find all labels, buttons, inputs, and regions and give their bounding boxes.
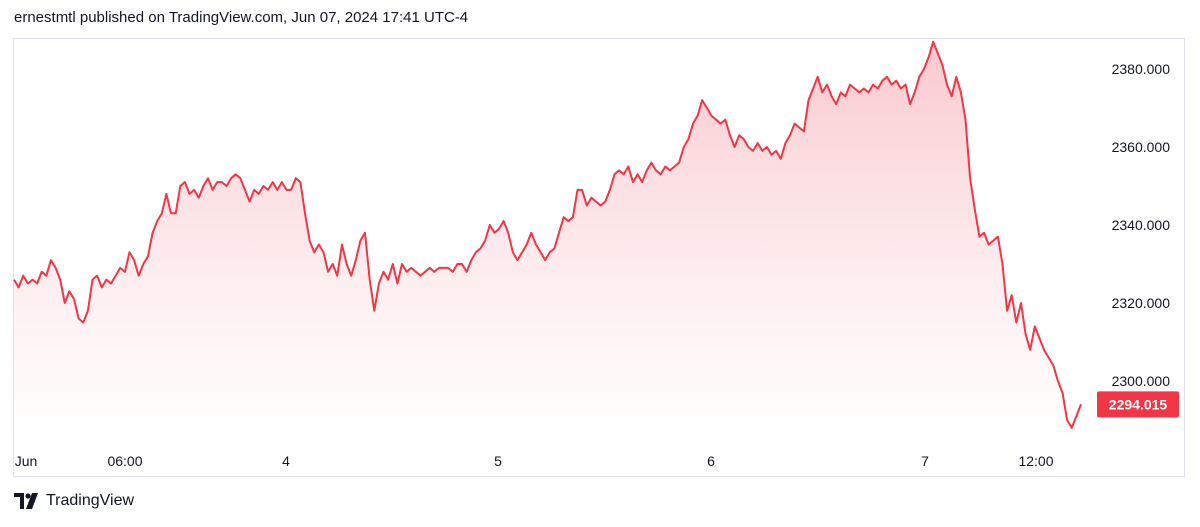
x-tick-label: 5: [494, 453, 502, 469]
x-tick-label: 12:00: [1018, 453, 1053, 469]
x-tick-label: 6: [707, 453, 715, 469]
y-axis: 2300.000 2320.000 2340.000 2360.000 2380.000: [1112, 61, 1171, 389]
price-line: [13, 40, 1082, 429]
x-tick-label: 4: [282, 453, 290, 469]
publication-header: ernestmtl published on TradingView.com, …: [14, 9, 469, 26]
last-price-badge: [1097, 391, 1179, 418]
y-tick-label: 2340.000: [1112, 217, 1171, 233]
y-tick-label: 2360.000: [1112, 139, 1171, 155]
tradingview-logo-icon: [14, 493, 38, 509]
chart-frame: [13, 38, 1185, 477]
price-area-chart[interactable]: 2300.000 2320.000 2340.000 2360.000 2380.000…: [0, 0, 1200, 490]
x-tick-label: 7: [921, 453, 929, 469]
price-area-fill: [14, 41, 1081, 440]
tradingview-brand: TradingView: [46, 492, 135, 509]
last-price-label: 2294.015: [1097, 391, 1179, 418]
x-tick-label: Jun: [15, 453, 38, 469]
footer: TradingView: [14, 492, 134, 510]
y-tick-label: 2380.000: [1112, 61, 1171, 77]
x-axis: Jun 06:00 4 5 6 7 12:00: [15, 453, 1054, 469]
last-price-value: 2294.015: [1109, 396, 1168, 412]
y-tick-label: 2300.000: [1112, 373, 1171, 389]
y-tick-label: 2320.000: [1112, 295, 1171, 311]
x-tick-label: 06:00: [107, 453, 142, 469]
